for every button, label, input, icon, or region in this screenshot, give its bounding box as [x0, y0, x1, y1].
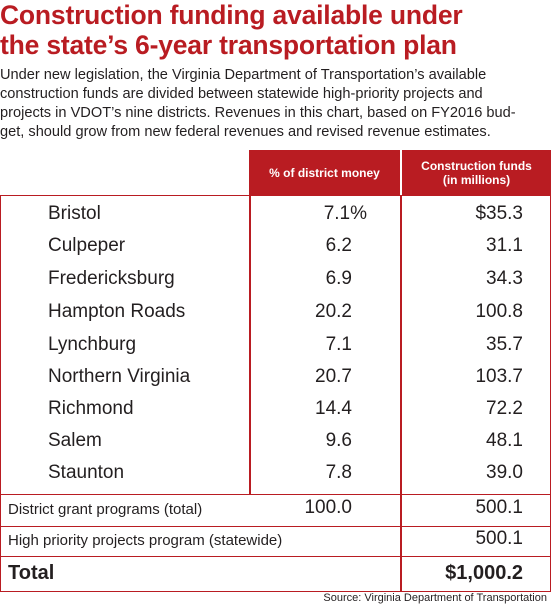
row-divider: [0, 556, 551, 557]
district-name: Bristol: [48, 203, 101, 224]
district-pct: 7.1%: [323, 203, 367, 224]
district-funds: 39.0: [486, 462, 523, 483]
intro-text: Under new legislation, the Virginia Depa…: [0, 66, 551, 142]
intro-line: construction funds are divided between s…: [0, 86, 483, 102]
district-pct: 7.1: [325, 334, 352, 355]
intro-line: Under new legislation, the Virginia Depa…: [0, 67, 487, 83]
district-pct: 6.9: [325, 268, 352, 289]
title-line: the state’s 6-year transportation plan: [0, 30, 457, 60]
district-name: Northern Virginia: [48, 366, 191, 387]
district-funds: 72.2: [486, 398, 523, 419]
district-name: Fredericksburg: [48, 268, 175, 289]
district-pct: 20.2: [315, 301, 352, 322]
district-pct: 14.4: [315, 398, 352, 419]
district-name: Staunton: [48, 462, 125, 483]
funding-table: % of district money Construction funds (…: [0, 150, 551, 592]
district-name: Salem: [48, 430, 102, 451]
district-name: Richmond: [48, 398, 134, 419]
high-priority-funds: 500.1: [475, 528, 523, 549]
grant-label: District grant programs (total): [8, 501, 203, 518]
district-funds: $35.3: [475, 203, 523, 224]
district-funds: 48.1: [486, 430, 523, 451]
page-title: Construction funding available under the…: [0, 0, 551, 60]
district-name: Culpeper: [48, 235, 126, 256]
row-divider: [0, 526, 551, 527]
district-funds: 34.3: [486, 268, 523, 289]
row-divider: [0, 494, 551, 495]
district-funds: 100.8: [475, 301, 523, 322]
grant-pct: 100.0: [304, 497, 352, 518]
column-divider: [249, 195, 251, 494]
district-name: Hampton Roads: [48, 301, 186, 322]
district-pct: 9.6: [325, 430, 352, 451]
district-pct: 7.8: [325, 462, 352, 483]
district-name: Lynchburg: [48, 334, 137, 355]
district-pct: 20.7: [315, 366, 352, 387]
total-funds: $1,000.2: [445, 562, 523, 584]
column-divider: [400, 195, 402, 592]
district-funds: 103.7: [475, 366, 523, 387]
grant-funds: 500.1: [475, 497, 523, 518]
district-funds: 35.7: [486, 334, 523, 355]
total-label: Total: [8, 562, 55, 584]
district-pct: 6.2: [325, 235, 352, 256]
high-priority-label: High priority projects program (statewid…: [8, 532, 283, 549]
header-pct: % of district money: [249, 150, 400, 195]
intro-line: projects in VDOT’s nine districts. Reven…: [0, 105, 516, 121]
title-line: Construction funding available under: [0, 0, 463, 30]
header-funds: Construction funds (in millions): [402, 150, 551, 195]
source-note: Source: Virginia Department of Transport…: [323, 592, 547, 604]
district-funds: 31.1: [486, 235, 523, 256]
intro-line: get, should grow from new federal revenu…: [0, 124, 491, 140]
